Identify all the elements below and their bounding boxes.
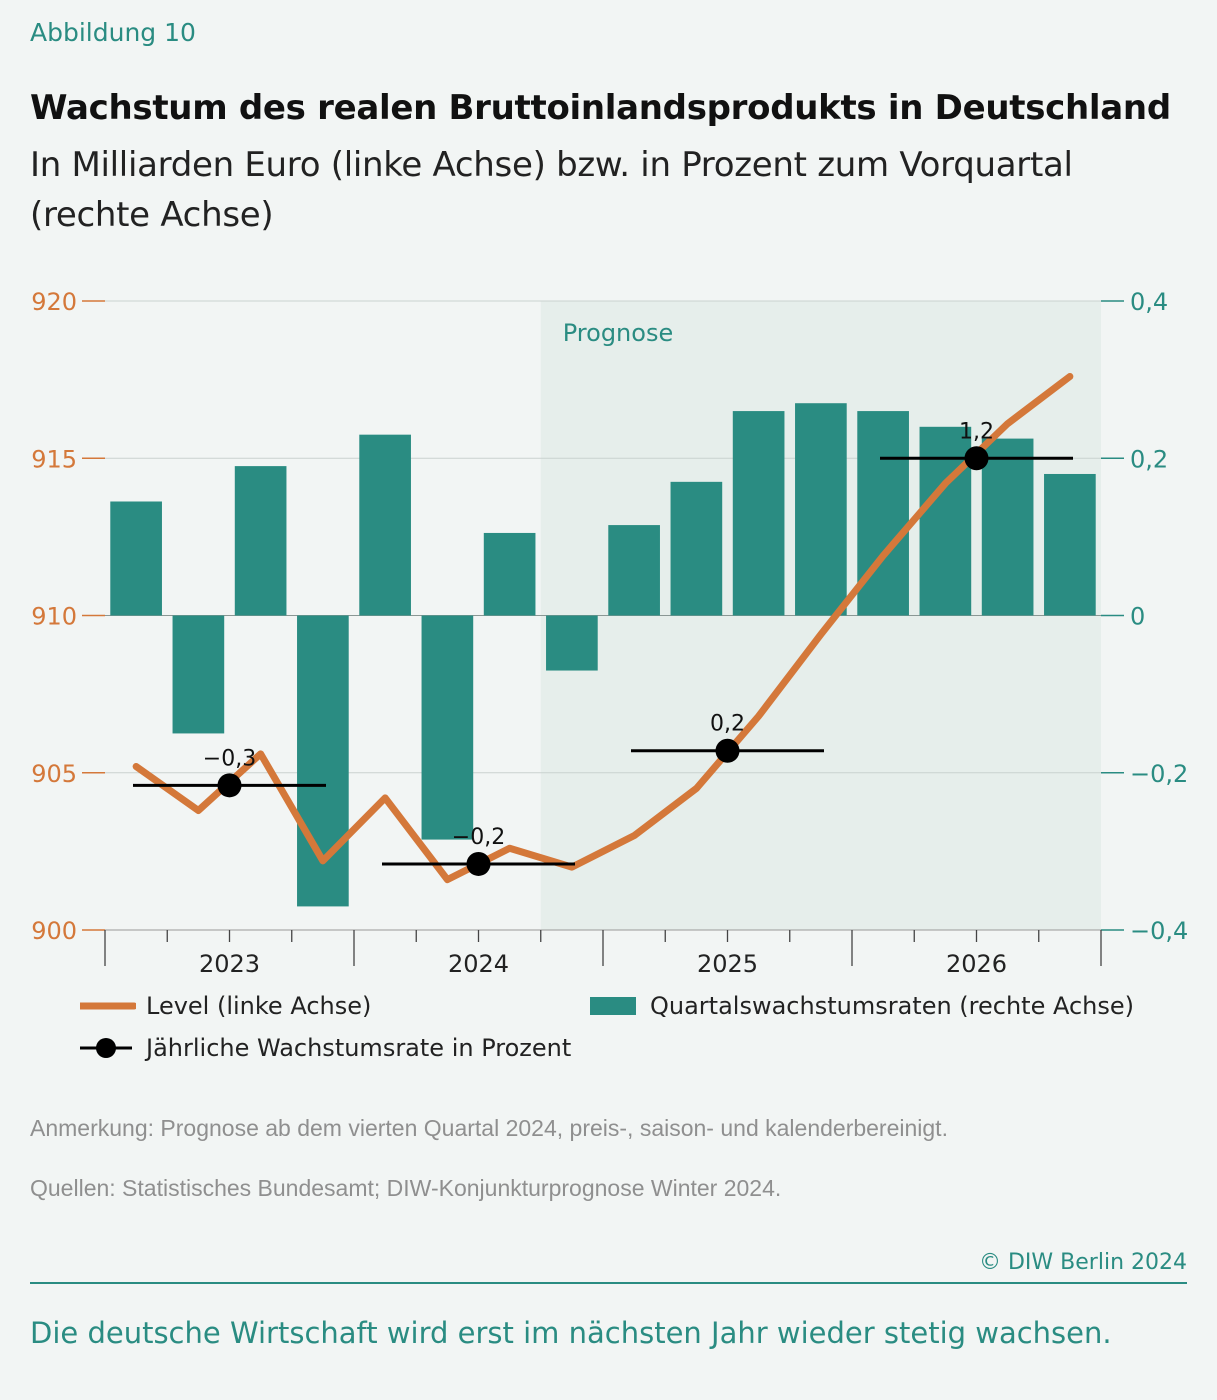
footer-divider [30, 1282, 1187, 1284]
annual-growth-point [217, 773, 242, 798]
bar [172, 615, 225, 734]
right-axis-tick-label: 0 [1130, 603, 1145, 631]
bar [421, 615, 474, 840]
legend-annual-swatch [80, 1038, 132, 1058]
annual-growth-point [964, 446, 989, 471]
legend-bar-swatch [590, 997, 636, 1015]
chart-title: Wachstum des realen Bruttoinlandsprodukt… [30, 88, 1171, 128]
left-axis-tick-label: 905 [31, 760, 77, 788]
bar [857, 411, 909, 616]
legend-label-level: Level (linke Achse) [146, 992, 372, 1020]
left-axis-tick-label: 900 [31, 917, 77, 945]
left-axis-tick-label: 920 [31, 288, 77, 316]
x-axis-year-label: 2025 [697, 950, 758, 978]
left-axis-tick-label: 915 [31, 445, 77, 473]
annual-growth-label: −0,2 [452, 825, 505, 850]
bar [234, 466, 287, 616]
level-line [132, 372, 1074, 884]
chart-subtitle: In Milliarden Euro (linke Achse) bzw. in… [30, 145, 1073, 235]
bar [608, 525, 660, 616]
figure-label: Abbildung 10 [30, 18, 196, 47]
bar [981, 438, 1034, 616]
annual-growth-point [715, 738, 740, 763]
bar [546, 615, 598, 671]
x-axis-year-label: 2026 [946, 950, 1007, 978]
legend-item-bars: Quartalswachstumsraten (rechte Achse) [590, 992, 1134, 1020]
right-axis-tick-label: 0,2 [1130, 445, 1168, 473]
chart-canvas: Prognose 900 −0,4 905 −0,2 910 0 915 0,2 920 0,4 20… [31, 288, 1188, 978]
left-axis-tick-label: 910 [31, 603, 77, 631]
bar [919, 426, 972, 616]
x-axis-year-label: 2024 [448, 950, 509, 978]
annual-growth-label: 1,2 [959, 419, 994, 444]
legend-label-bars: Quartalswachstumsraten (rechte Achse) [650, 992, 1135, 1020]
summary-text: Die deutsche Wirtschaft wird erst im näc… [30, 1316, 1112, 1350]
remark-note: Anmerkung: Prognose ab dem vierten Quart… [30, 1115, 948, 1141]
legend-label-annual: Jährliche Wachstumsrate in Prozent [146, 1034, 572, 1062]
bar [732, 411, 785, 616]
bar [1044, 473, 1096, 616]
bar [359, 434, 411, 616]
copyright-credit: © DIW Berlin 2024 [979, 1250, 1187, 1275]
right-axis-tick-label: −0,2 [1130, 760, 1188, 788]
legend-item-level: Level (linke Achse) [80, 992, 371, 1020]
annual-growth-label: −0,3 [203, 746, 256, 771]
bar [110, 501, 162, 616]
source-note: Quellen: Statistisches Bundesamt; DIW-Ko… [30, 1175, 782, 1201]
legend-line-swatch [80, 1002, 136, 1010]
bar [670, 481, 723, 616]
x-axis-year-label: 2023 [199, 950, 260, 978]
forecast-label: Prognose [563, 319, 673, 347]
annual-growth-point [466, 851, 491, 876]
right-axis-tick-label: −0,4 [1130, 917, 1188, 945]
annual-growth-label: 0,2 [710, 712, 745, 737]
bar [795, 403, 847, 616]
bar [483, 532, 536, 616]
legend-item-annual: Jährliche Wachstumsrate in Prozent [80, 1034, 571, 1062]
right-axis-tick-label: 0,4 [1130, 288, 1168, 316]
